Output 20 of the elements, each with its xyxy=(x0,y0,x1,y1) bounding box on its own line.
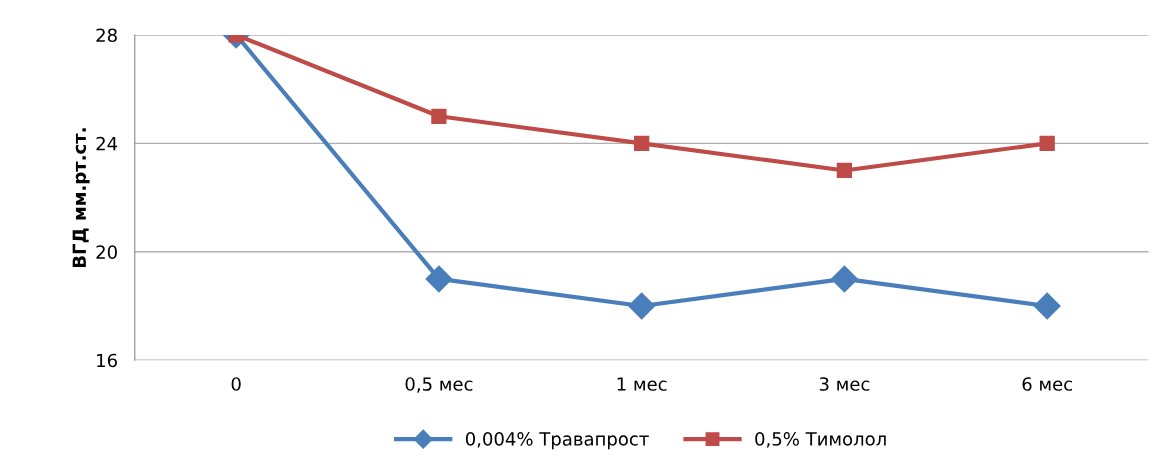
point xyxy=(1039,135,1055,152)
point xyxy=(830,265,858,293)
legend-label: 0,004% Травапрост xyxy=(465,432,649,450)
point xyxy=(634,135,650,152)
x-tick-label: 0,5 мес xyxy=(405,377,473,393)
point xyxy=(1033,292,1061,320)
x-tick-label: 6 мес xyxy=(1022,377,1072,391)
point xyxy=(628,292,656,320)
y-tick-label: 24 xyxy=(96,136,118,151)
legend-label: 0,5% Тимолол xyxy=(755,432,886,448)
y-axis-title: ВГД мм.рт.ст. xyxy=(72,128,90,268)
point xyxy=(431,108,447,124)
point xyxy=(425,265,453,293)
y-tick-label: 16 xyxy=(97,353,117,368)
x-tick-label: 3 мес xyxy=(819,377,870,391)
x-tick-label: 1 мес xyxy=(617,377,667,391)
point xyxy=(836,162,853,179)
y-tick-label: 20 xyxy=(96,245,117,259)
y-tick-label: 28 xyxy=(96,28,117,43)
x-tick-label: 0 xyxy=(231,377,241,391)
